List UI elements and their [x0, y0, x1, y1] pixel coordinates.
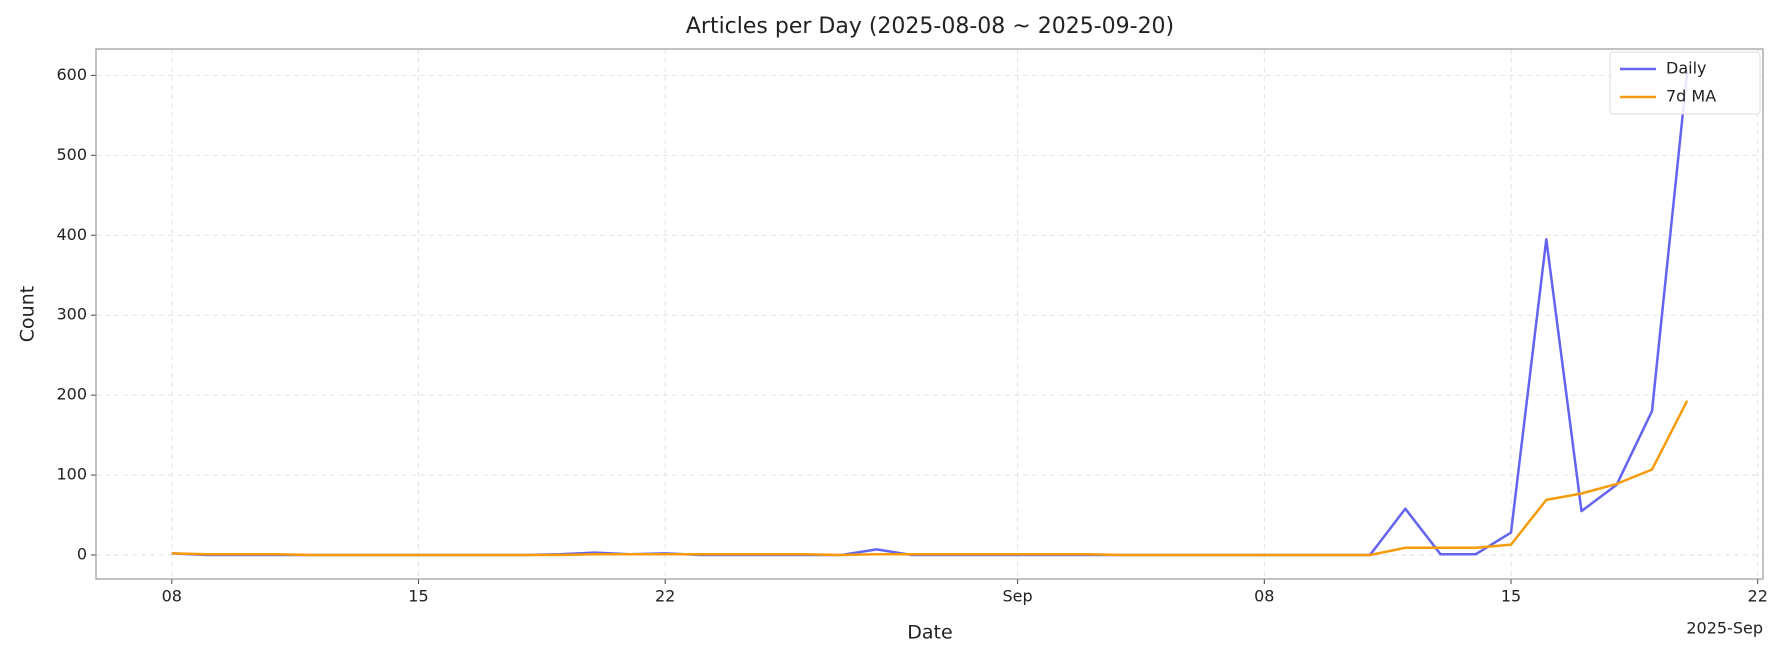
x-tick-label: 15 — [408, 587, 428, 606]
y-tick-label: 400 — [56, 225, 87, 244]
chart-title: Articles per Day (2025-08-08 ~ 2025-09-2… — [686, 14, 1174, 39]
data-line — [171, 71, 1689, 557]
legend-label: Daily — [1666, 59, 1706, 78]
y-tick-label: 500 — [56, 145, 87, 164]
legend-label: 7d MA — [1666, 87, 1716, 106]
y-axis-label: Count — [17, 286, 39, 342]
data-line — [171, 400, 1689, 557]
y-tick-label: 300 — [56, 305, 87, 324]
x-tick-label: 22 — [655, 587, 675, 606]
y-tick-label: 200 — [56, 385, 87, 404]
y-tick-label: 600 — [56, 65, 87, 84]
x-offset-label: 2025-Sep — [1686, 619, 1763, 638]
x-tick-label: 08 — [1254, 587, 1274, 606]
x-tick-label: 15 — [1501, 587, 1521, 606]
y-tick-label: 100 — [56, 465, 87, 484]
x-axis-label: Date — [907, 622, 952, 644]
x-tick-label: 08 — [162, 587, 182, 606]
legend: Daily 7d MA — [1609, 51, 1761, 115]
x-tick-label: 22 — [1748, 587, 1768, 606]
x-tick-label: Sep — [1003, 587, 1033, 606]
legend-box — [1609, 51, 1761, 115]
plot-frame — [95, 48, 1764, 580]
y-tick-label: 0 — [77, 545, 87, 564]
